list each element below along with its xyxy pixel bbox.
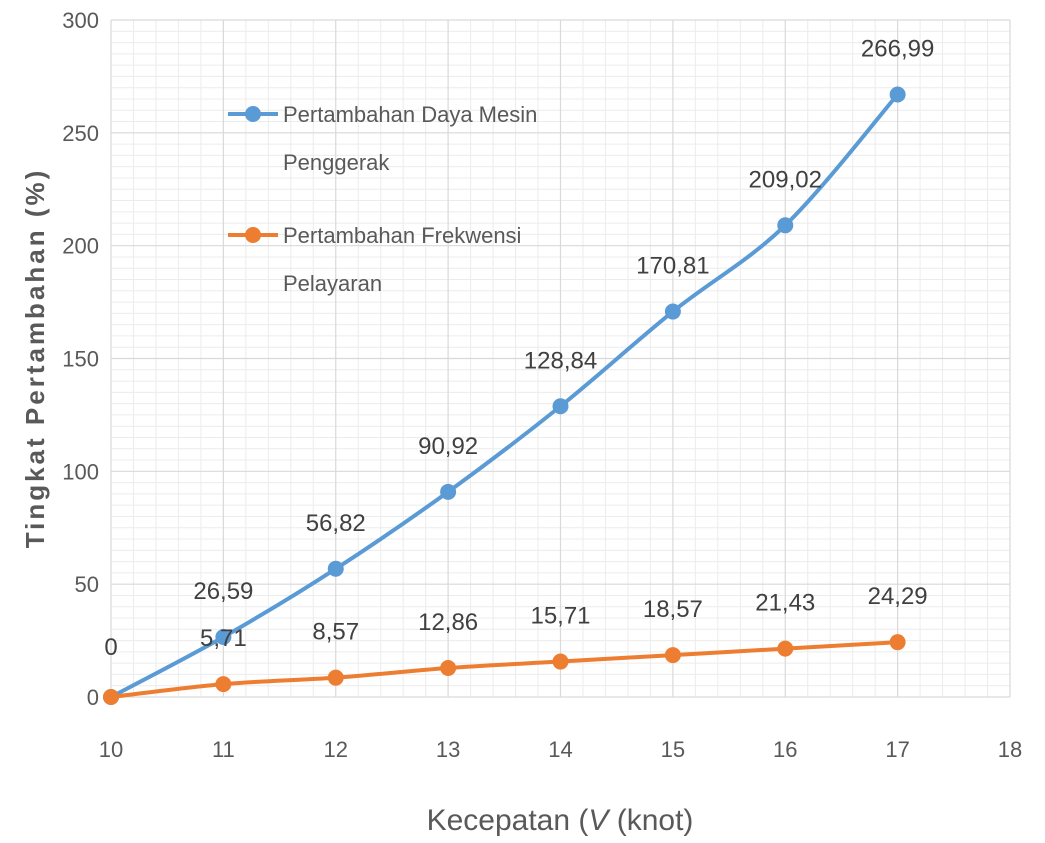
x-tick-label: 10 — [99, 737, 123, 762]
legend: Pertambahan Daya Mesin Penggerak Pertamb… — [228, 102, 537, 296]
point-frekwensi — [664, 647, 681, 664]
legend-label-daya-mesin-line2: Penggerak — [283, 150, 390, 175]
data-label-daya-mesin: 0 — [104, 634, 117, 661]
series-points — [103, 86, 906, 705]
data-label-frekwensi: 21,43 — [755, 590, 815, 617]
point-frekwensi — [440, 659, 457, 676]
y-tick-label: 0 — [87, 685, 99, 710]
data-label-frekwensi: 8,57 — [312, 619, 359, 646]
x-tick-label: 15 — [661, 737, 685, 762]
point-frekwensi — [777, 640, 794, 657]
data-label-daya-mesin: 209,02 — [749, 166, 822, 193]
y-axis-title: Tingkat Pertambahan (%) — [20, 168, 50, 549]
data-label-daya-mesin: 128,84 — [524, 347, 597, 374]
y-tick-label: 200 — [62, 234, 99, 259]
point-frekwensi — [327, 669, 344, 686]
y-axis-ticks: 0 50 100 150 200 250 300 — [62, 8, 99, 710]
point-frekwensi — [552, 653, 569, 670]
major-gridlines — [110, 19, 1011, 698]
legend-marker-daya-mesin — [245, 106, 261, 122]
x-tick-label: 16 — [773, 737, 797, 762]
legend-label-frekwensi-line2: Pelayaran — [283, 271, 382, 296]
data-label-frekwensi: 18,57 — [643, 596, 703, 623]
x-tick-label: 18 — [998, 737, 1022, 762]
legend-item-frekwensi: Pertambahan Frekwensi Pelayaran — [228, 223, 521, 296]
y-tick-label: 250 — [62, 121, 99, 146]
point-daya-mesin — [440, 483, 457, 500]
legend-item-daya-mesin: Pertambahan Daya Mesin Penggerak — [228, 102, 537, 175]
x-axis-ticks: 10 11 12 13 14 15 16 17 18 — [99, 737, 1022, 762]
point-daya-mesin — [664, 303, 681, 320]
data-labels: 0 26,59 56,82 90,92 128,84 170,81 209,02 266,99… — [104, 35, 934, 661]
data-label-frekwensi: 15,71 — [530, 603, 590, 630]
x-tick-label: 14 — [548, 737, 572, 762]
point-frekwensi — [889, 634, 906, 651]
point-daya-mesin — [777, 217, 794, 234]
x-tick-label: 12 — [324, 737, 348, 762]
data-label-daya-mesin: 26,59 — [193, 578, 253, 605]
series-line-frekwensi — [110, 640, 898, 699]
x-tick-label: 11 — [212, 737, 235, 762]
y-tick-label: 150 — [62, 347, 99, 372]
x-tick-label: 17 — [885, 737, 909, 762]
data-label-frekwensi: 12,86 — [418, 609, 478, 636]
data-label-daya-mesin: 170,81 — [636, 253, 709, 280]
point-frekwensi — [215, 676, 232, 693]
y-tick-label: 50 — [75, 572, 99, 597]
x-tick-label: 13 — [436, 737, 460, 762]
y-tick-label: 100 — [62, 459, 99, 484]
data-label-daya-mesin: 56,82 — [306, 510, 366, 537]
legend-marker-frekwensi — [245, 227, 261, 243]
point-daya-mesin — [889, 86, 906, 103]
point-daya-mesin — [215, 628, 232, 645]
data-label-frekwensi: 24,29 — [868, 583, 928, 610]
legend-label-daya-mesin-line1: Pertambahan Daya Mesin — [283, 102, 537, 127]
data-label-daya-mesin: 266,99 — [861, 35, 934, 62]
data-label-daya-mesin: 90,92 — [418, 433, 478, 460]
point-frekwensi — [103, 689, 119, 705]
point-daya-mesin — [552, 398, 569, 415]
y-tick-label: 300 — [62, 8, 99, 33]
data-label-frekwensi: 5,71 — [200, 625, 247, 652]
point-daya-mesin — [327, 560, 344, 577]
x-axis-title: Kecepatan (V (knot) — [427, 804, 694, 837]
legend-label-frekwensi-line1: Pertambahan Frekwensi — [283, 223, 521, 248]
